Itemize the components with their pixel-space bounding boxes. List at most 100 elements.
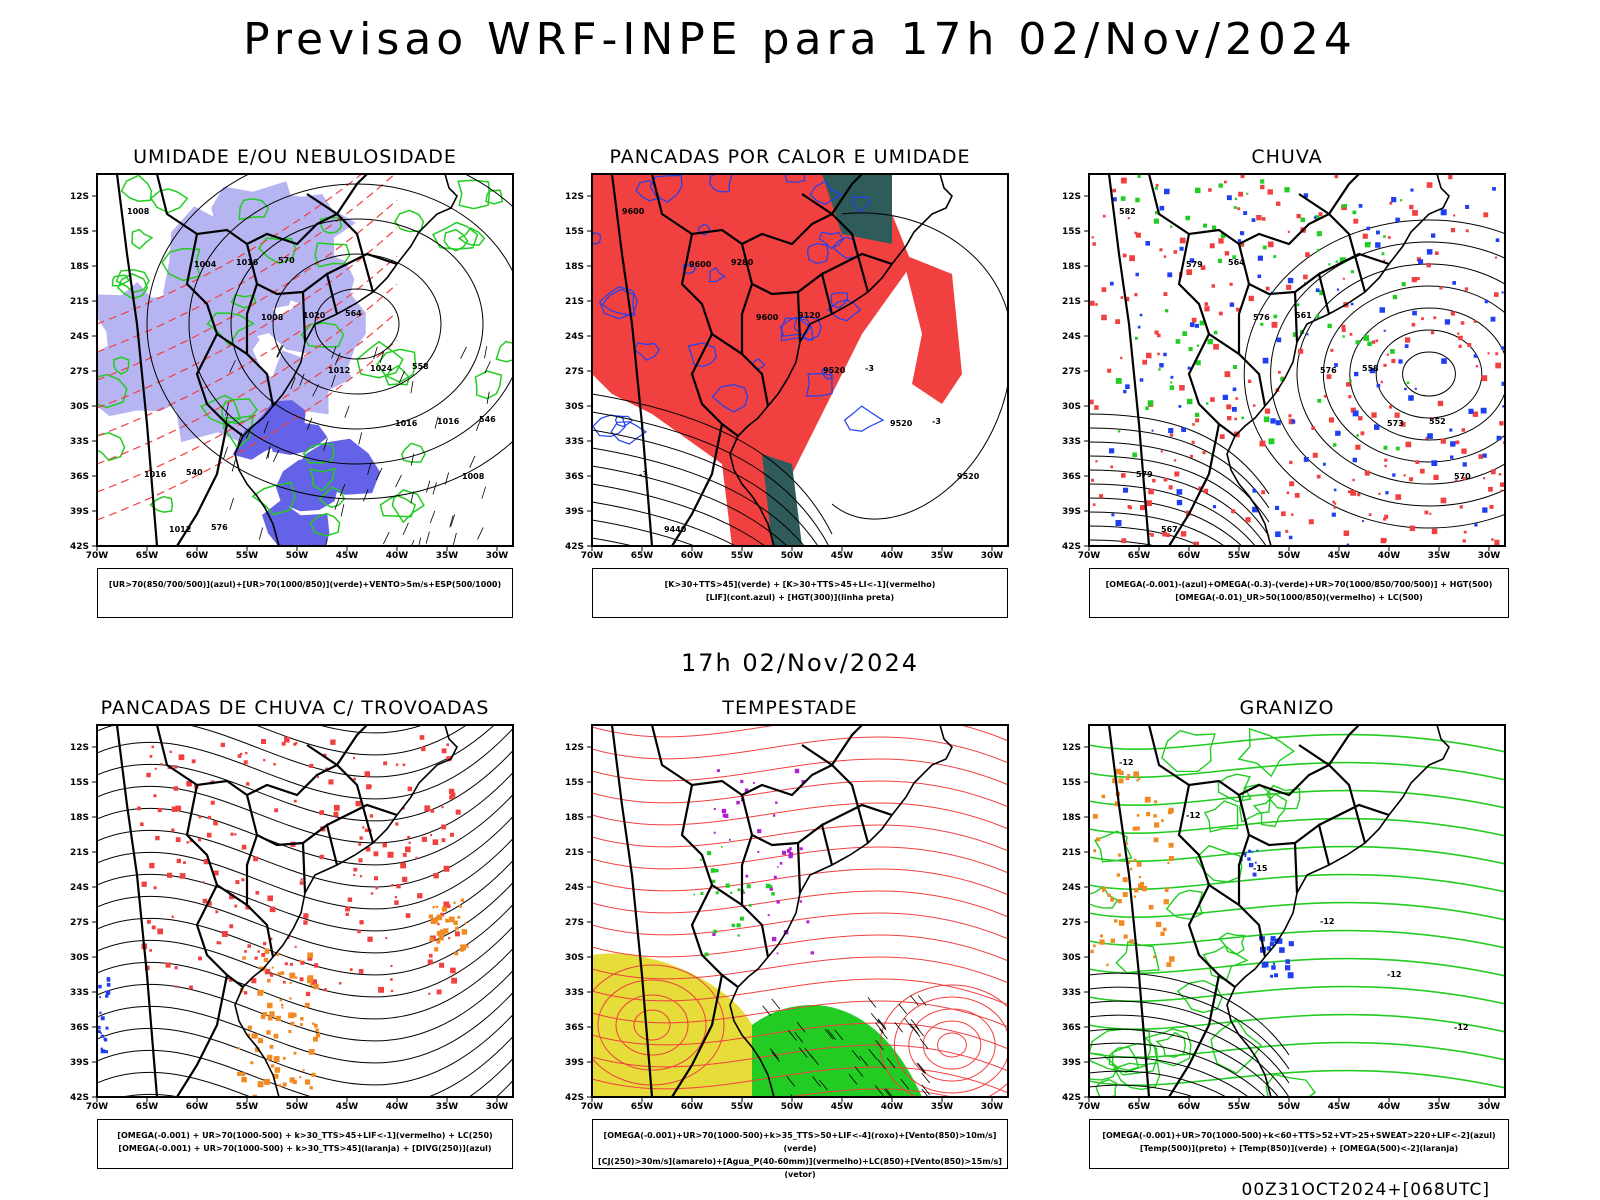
contour-label: 576 (211, 523, 228, 532)
lat-label: 24S (565, 332, 584, 342)
temp500-line (1089, 1084, 1195, 1097)
streamline (97, 771, 513, 844)
state-border (306, 193, 375, 293)
map-border (1088, 724, 1506, 1098)
temp850-cell (1115, 940, 1160, 974)
lon-label: 60W (1178, 1102, 1201, 1112)
contour-label: 1008 (261, 313, 284, 322)
panel-title: PANCADAS POR CALOR E UMIDADE (609, 146, 971, 168)
lat-label: 21S (565, 848, 584, 858)
state-border (115, 173, 159, 547)
temp850-cell (1202, 944, 1249, 982)
streamline (97, 991, 513, 1064)
temp850-cell (1265, 784, 1301, 810)
wind-vector (877, 1058, 886, 1070)
lat-label: 27S (70, 918, 89, 928)
lat-label: 39S (70, 507, 89, 517)
legend-tempestade: [OMEGA(-0.001)+UR>70(1000-500)+k>35_TTS>… (592, 1119, 1008, 1179)
contour-label: 558 (412, 362, 429, 371)
page-title: Previsao WRF-INPE para 17h 02/Nov/2024 (243, 14, 1357, 65)
temp850-contour (1089, 789, 1505, 809)
jet-yellow (592, 953, 762, 1097)
state-border (1237, 834, 1251, 905)
state-border (1293, 291, 1299, 343)
lat-label: 18S (70, 813, 89, 823)
humidity-area (271, 346, 353, 415)
state-border (245, 834, 259, 905)
lon-label: 55W (236, 551, 259, 561)
lc850-ring (908, 1008, 996, 1082)
state-border (1237, 794, 1331, 866)
lon-label: 40W (1378, 1102, 1401, 1112)
hgt500-contour (1402, 351, 1456, 397)
green-contour (238, 198, 270, 221)
divergence-blue (97, 977, 111, 1054)
contour-label: 1004 (194, 260, 217, 269)
lon-label: 65W (136, 1102, 159, 1112)
state-border (1107, 173, 1151, 547)
green-contour (115, 268, 150, 294)
lif-contour (687, 342, 717, 368)
state-border (176, 974, 229, 1098)
contour-label: 570 (278, 256, 295, 265)
lat-label: 42S (565, 1093, 584, 1103)
contour-label: 9520 (890, 419, 913, 428)
wind-vector (798, 1047, 808, 1058)
green-contour (457, 227, 486, 246)
state-border (1187, 333, 1236, 437)
lat-label: 39S (1062, 507, 1081, 517)
lat-label: 33S (565, 437, 584, 447)
lif-contour (635, 179, 660, 202)
temp850-contour (1089, 761, 1505, 781)
lat-label: 12S (70, 192, 89, 202)
map-content (1089, 174, 1505, 546)
lif-contour (843, 405, 885, 432)
wind-vector (921, 1084, 931, 1096)
streamline (97, 725, 495, 778)
wind-vector (331, 374, 336, 388)
legend-line: [K>30+TTS>45](verde) + [K>30+TTS>45+LI<-… (664, 580, 936, 589)
wind-vector (786, 1076, 795, 1087)
contour-label: 1016 (236, 258, 259, 267)
contour-label: 564 (345, 309, 362, 318)
hgt-line (592, 447, 805, 546)
temp850-cell (1252, 793, 1288, 828)
lat-label: 36S (1062, 1023, 1081, 1033)
state-border (1107, 724, 1151, 1098)
contour-label: 1012 (328, 366, 350, 375)
legend-line: [CJ(250)>30m/s](amarelo)+[Agua_P(40-60mm… (598, 1157, 1002, 1179)
lon-label: 70W (581, 1102, 604, 1112)
lc850-ring (922, 1020, 982, 1070)
map-content (1089, 727, 1505, 1097)
wind-vector (771, 1051, 780, 1062)
lc850-line (592, 725, 1008, 742)
lc850-ring (937, 1032, 967, 1058)
pressure-contour (272, 253, 442, 395)
lat-label: 24S (1062, 883, 1081, 893)
hgt-line (592, 411, 830, 546)
wind-vector (334, 352, 341, 366)
state-border (1168, 974, 1221, 1098)
state-border (671, 423, 724, 547)
green-contour (97, 373, 128, 409)
green-contour (384, 364, 410, 386)
contour-label: 1008 (127, 207, 150, 216)
state-border (245, 243, 339, 315)
wind-vector (812, 1076, 821, 1087)
wind-vector (367, 462, 372, 475)
green-contour (113, 356, 130, 376)
lc850-line (592, 956, 1008, 984)
state-border (650, 173, 863, 246)
contour-label: 1024 (370, 364, 393, 373)
lon-label: 70W (1078, 1102, 1101, 1112)
lon-label: 35W (931, 1102, 954, 1112)
wind-vector (277, 345, 284, 358)
panel-title: UMIDADE E/OU NEBULOSIDADE (133, 146, 457, 168)
lat-label: 27S (1062, 367, 1081, 377)
wind-vector (231, 459, 236, 472)
wind-vector (344, 405, 350, 418)
wind-vector (411, 539, 415, 546)
hgt500-line (1089, 455, 1270, 537)
